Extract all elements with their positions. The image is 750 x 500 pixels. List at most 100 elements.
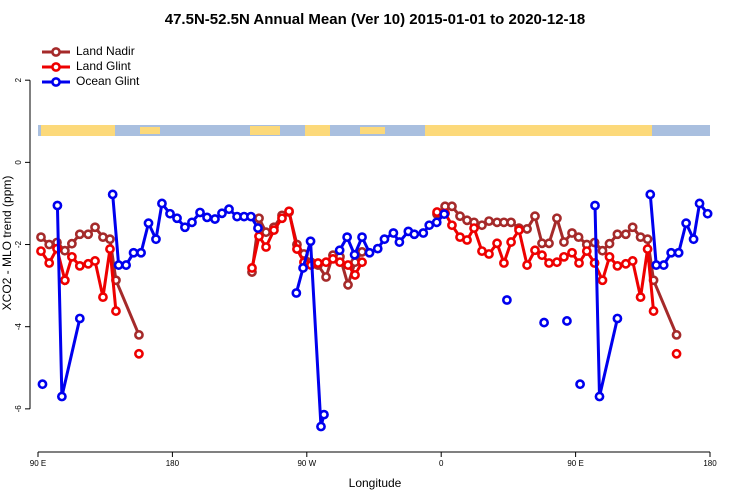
point <box>379 234 390 245</box>
point <box>573 232 584 243</box>
point <box>56 391 67 402</box>
point <box>157 198 167 209</box>
point <box>388 228 399 238</box>
point <box>59 245 70 256</box>
point <box>195 207 205 218</box>
legend-label: Land Glint <box>76 59 131 73</box>
point <box>575 379 585 390</box>
point <box>702 208 713 219</box>
point <box>247 263 257 273</box>
point <box>217 208 227 219</box>
point <box>642 234 653 245</box>
x-tick-label: 0 <box>439 459 444 468</box>
point <box>37 379 48 390</box>
point <box>335 257 345 268</box>
point <box>113 260 124 270</box>
point <box>343 279 353 290</box>
point <box>246 211 256 222</box>
point <box>134 348 144 359</box>
point <box>537 250 547 261</box>
point <box>620 229 631 240</box>
y-axis-label: XCO2 - MLO trend (ppm) <box>0 176 14 311</box>
point <box>671 348 682 359</box>
point <box>469 223 479 233</box>
point <box>74 313 85 324</box>
point <box>567 228 577 238</box>
point <box>567 247 577 258</box>
legend-marker <box>51 47 61 57</box>
point <box>107 189 118 200</box>
point <box>357 247 367 257</box>
point <box>261 242 271 252</box>
point <box>694 198 705 209</box>
x-tick-label: 180 <box>166 459 180 468</box>
point <box>439 209 450 220</box>
point <box>121 260 132 270</box>
point <box>66 251 77 262</box>
point <box>514 225 524 236</box>
point <box>36 246 46 257</box>
point <box>492 238 502 249</box>
point <box>574 258 584 268</box>
point <box>658 260 669 270</box>
point <box>44 239 55 250</box>
point <box>604 251 615 262</box>
point <box>254 213 264 224</box>
point <box>484 249 494 259</box>
point <box>671 330 682 340</box>
point <box>424 220 435 231</box>
point <box>552 257 562 268</box>
point <box>409 229 420 240</box>
point <box>597 245 608 256</box>
point <box>627 222 638 233</box>
point <box>105 244 115 254</box>
point <box>202 212 212 223</box>
point <box>544 258 554 268</box>
point <box>98 292 108 303</box>
y-tick-label: -4 <box>14 323 23 331</box>
point <box>52 200 63 211</box>
point <box>254 231 264 242</box>
point <box>210 214 220 224</box>
point <box>180 222 190 233</box>
x-axis-label: Longitude <box>349 476 402 490</box>
point <box>522 224 532 234</box>
point <box>316 421 326 432</box>
point <box>484 216 494 227</box>
point <box>651 260 662 270</box>
point <box>673 247 684 258</box>
point <box>431 217 442 228</box>
x-tick-label: 90 E <box>567 459 583 468</box>
point <box>447 220 457 231</box>
point <box>506 237 516 247</box>
point <box>499 258 509 268</box>
point <box>648 306 659 316</box>
point <box>74 260 85 271</box>
y-tick-label: -2 <box>14 240 23 248</box>
point <box>187 217 197 228</box>
series-line <box>55 194 709 427</box>
point <box>612 260 623 271</box>
point <box>342 232 353 243</box>
point <box>688 234 699 245</box>
point <box>477 220 487 231</box>
point <box>319 409 329 420</box>
point <box>447 201 457 212</box>
point <box>604 238 615 249</box>
point <box>224 204 234 215</box>
point <box>292 244 302 254</box>
point <box>298 263 308 273</box>
point <box>462 235 472 245</box>
point <box>349 249 360 260</box>
point <box>143 218 154 229</box>
chart-title: 47.5N-52.5N Annual Mean (Ver 10) 2015-01… <box>165 11 585 28</box>
point <box>59 275 70 286</box>
point <box>66 238 77 249</box>
legend-label: Land Nadir <box>76 44 135 58</box>
point <box>313 258 323 268</box>
point <box>544 238 554 249</box>
point <box>539 317 549 328</box>
legend-label: Ocean Glint <box>76 74 140 88</box>
point <box>284 206 294 217</box>
